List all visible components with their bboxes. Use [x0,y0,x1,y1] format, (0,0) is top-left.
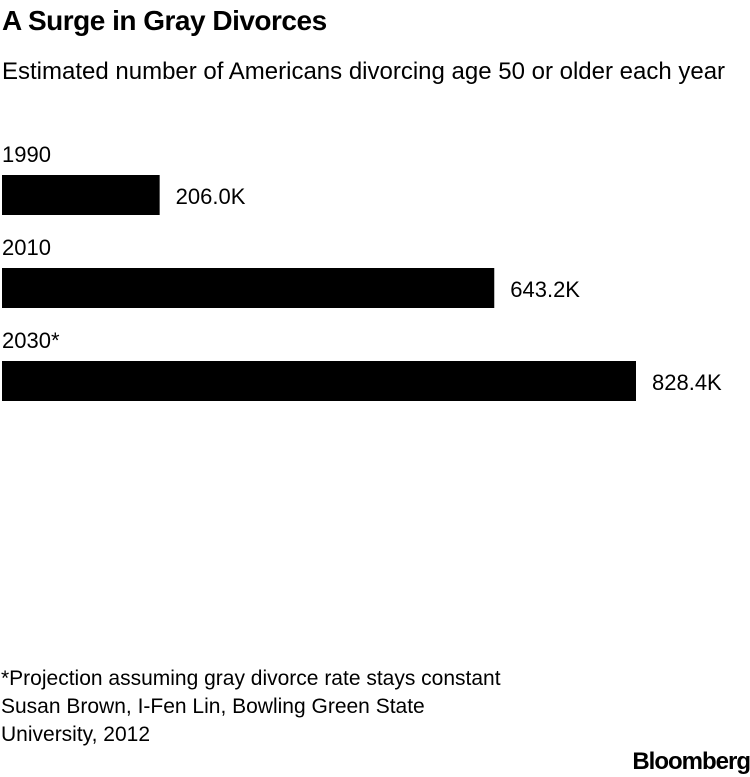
bloomberg-logo: Bloomberg [632,748,750,775]
projection-note: *Projection assuming gray divorce rate s… [1,667,501,690]
source-note: Susan Brown, I-Fen Lin, Bowling Green St… [1,695,425,746]
bar-chart: 1990 206.0K 2010 643.2K 2030* 828.4K [2,142,722,401]
chart-subtitle: Estimated number of Americans divorcing … [2,58,726,85]
category-label: 1990 [2,142,51,167]
bar [2,268,495,308]
value-label: 206.0K [176,184,246,209]
chart-title: A Surge in Gray Divorces [2,5,327,36]
value-label: 643.2K [510,277,580,302]
bar [2,361,636,401]
bar [2,175,160,215]
chart-footnote: *Projection assuming gray divorce rate s… [1,665,521,749]
category-label: 2030* [2,328,60,353]
category-label: 2010 [2,235,51,260]
value-label: 828.4K [652,370,722,395]
